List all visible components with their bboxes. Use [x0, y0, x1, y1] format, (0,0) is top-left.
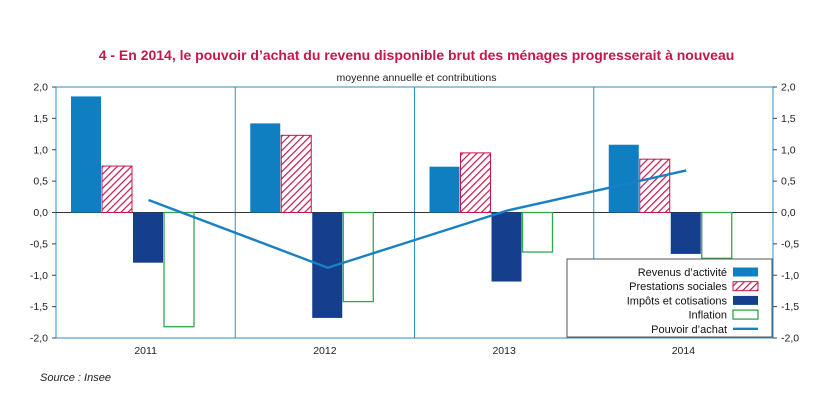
legend-swatch	[733, 295, 758, 305]
bar-impots-cotisations	[491, 212, 522, 282]
y-tick-label-right: -2,0	[781, 333, 799, 345]
x-tick-label: 2014	[672, 345, 696, 357]
x-tick-label: 2013	[492, 345, 516, 357]
chart-title: 4 - En 2014, le pouvoir d’achat du reven…	[98, 47, 735, 63]
legend-swatch	[733, 267, 758, 277]
y-tick-label-left: 2,0	[33, 82, 48, 94]
bar-revenus-activite	[250, 123, 281, 213]
y-tick-label-right: 0,0	[781, 207, 796, 219]
legend-label: Revenus d’activité	[638, 267, 727, 279]
bar-revenus-activite	[429, 166, 460, 213]
line-pouvoir-achat	[148, 169, 687, 269]
y-tick-label-right: 2,0	[781, 82, 796, 94]
y-tick-label-left: -0,5	[30, 238, 48, 250]
bar-revenus-activite	[608, 144, 639, 213]
legend-swatch	[732, 309, 759, 320]
legend-swatch	[732, 281, 759, 292]
legend: Revenus d’activité Prestations sociales Im…	[566, 258, 773, 338]
y-tick-label-right: -1,5	[781, 301, 799, 313]
legend-label: Inflation	[688, 310, 727, 322]
y-tick-label-left: 1,5	[33, 113, 48, 125]
bar-prestations-sociales	[101, 165, 133, 214]
y-tick-label-right: -0,5	[781, 238, 799, 250]
y-tick-label-left: -1,5	[30, 301, 48, 313]
bar-prestations-sociales	[280, 134, 312, 214]
y-tick-label-right: -1,0	[781, 270, 799, 282]
bar-impots-cotisations	[133, 212, 163, 263]
x-tick-label: 2012	[313, 345, 337, 357]
y-tick-label-right: 1,0	[781, 144, 796, 156]
bar-inflation	[521, 211, 554, 253]
y-tick-label-left: 1,0	[33, 144, 48, 156]
x-tick-label: 2011	[134, 345, 157, 357]
chart-subtitle: moyenne annuelle et contributions	[336, 72, 497, 84]
y-tick-label-right: 0,5	[781, 176, 796, 188]
bar-impots-cotisations	[670, 212, 701, 254]
legend-label: Prestations sociales	[629, 281, 727, 293]
bar-revenus-activite	[71, 96, 101, 213]
source-note: Source : Insee	[40, 372, 111, 384]
y-tick-label-left: 0,5	[33, 176, 48, 188]
bar-inflation	[163, 211, 195, 328]
bar-prestations-sociales	[460, 152, 491, 213]
y-tick-label-left: -1,0	[30, 270, 48, 282]
legend-label: Impôts et cotisations	[627, 295, 728, 307]
y-tick-label-right: 1,5	[781, 113, 796, 125]
y-tick-label-left: -2,0	[30, 333, 48, 345]
y-tick-label-left: 0,0	[33, 207, 48, 219]
bar-prestations-sociales	[639, 158, 671, 214]
legend-label: Pouvoir d’achat	[651, 324, 727, 336]
bar-inflation	[701, 211, 733, 259]
